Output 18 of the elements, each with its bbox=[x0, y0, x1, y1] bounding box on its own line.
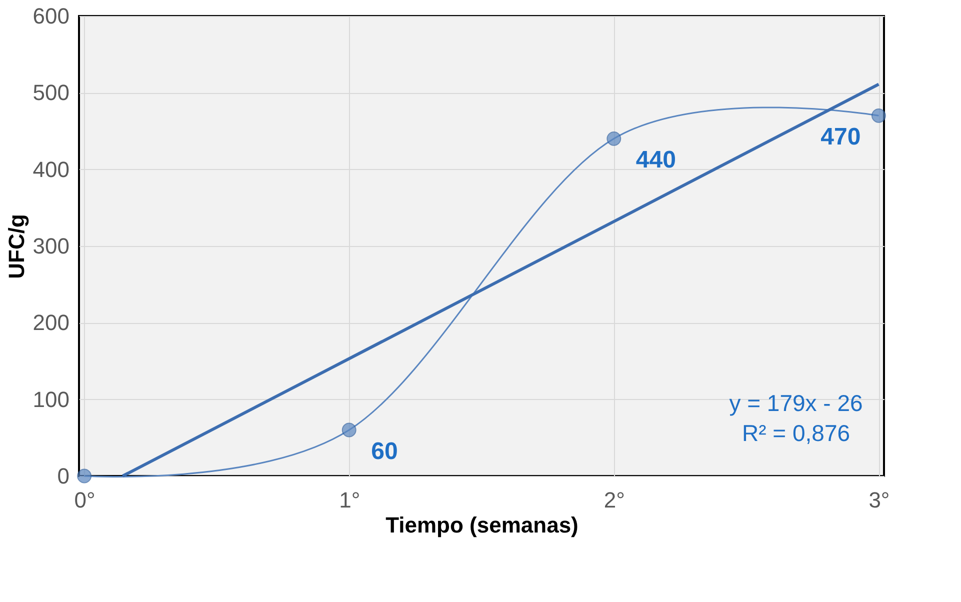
annotation: R² = 0,876 bbox=[742, 420, 850, 446]
y-tick-label: 100 bbox=[32, 386, 70, 412]
x-tick-label: 3° bbox=[868, 488, 890, 512]
data-label: 470 bbox=[820, 124, 861, 151]
y-axis-title: UFC/g bbox=[4, 214, 29, 279]
x-tick-label: 2° bbox=[604, 488, 625, 512]
x-tick-label: 0° bbox=[74, 488, 96, 512]
x-tick-label: 1° bbox=[339, 488, 360, 512]
y-tick-label: 200 bbox=[32, 310, 70, 336]
annotation: y = 179x - 26 bbox=[729, 390, 863, 416]
x-axis-title: Tiempo (semanas) bbox=[386, 512, 578, 538]
y-tick-label: 300 bbox=[32, 234, 70, 258]
y-tick-label: 600 bbox=[32, 4, 70, 28]
data-label: 60 bbox=[371, 438, 398, 465]
y-tick-label: 500 bbox=[32, 80, 70, 106]
data-label: 440 bbox=[636, 146, 676, 174]
y-tick-label: 400 bbox=[32, 156, 70, 182]
y-tick-label: 0 bbox=[57, 464, 70, 488]
